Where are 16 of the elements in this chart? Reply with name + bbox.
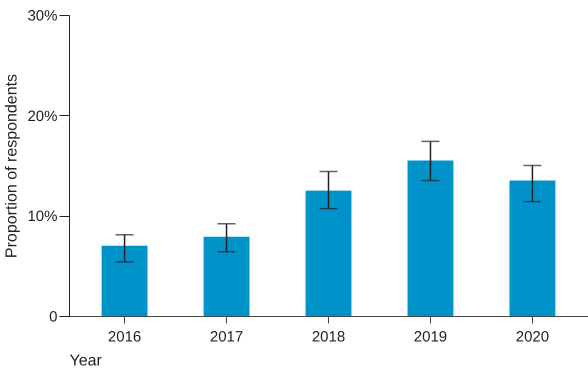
- x-tick-label: 2016: [108, 328, 142, 346]
- y-tick-label: 10%: [27, 208, 58, 226]
- bar: [306, 190, 352, 316]
- x-tick-label: 2017: [210, 328, 244, 346]
- bar: [408, 160, 454, 316]
- x-tick-label: 2018: [312, 328, 346, 346]
- y-tick-label: 20%: [27, 108, 58, 125]
- bar: [204, 236, 250, 316]
- y-axis-title: Proportion of respondents: [3, 74, 20, 258]
- bar: [509, 180, 556, 316]
- x-axis-title: Year: [70, 352, 102, 370]
- y-tick-label: 0: [49, 308, 58, 326]
- x-tick-label: 2020: [516, 328, 550, 346]
- bar: [102, 246, 148, 316]
- x-tick-label: 2019: [414, 328, 448, 346]
- y-tick-label: 30%: [27, 8, 58, 24]
